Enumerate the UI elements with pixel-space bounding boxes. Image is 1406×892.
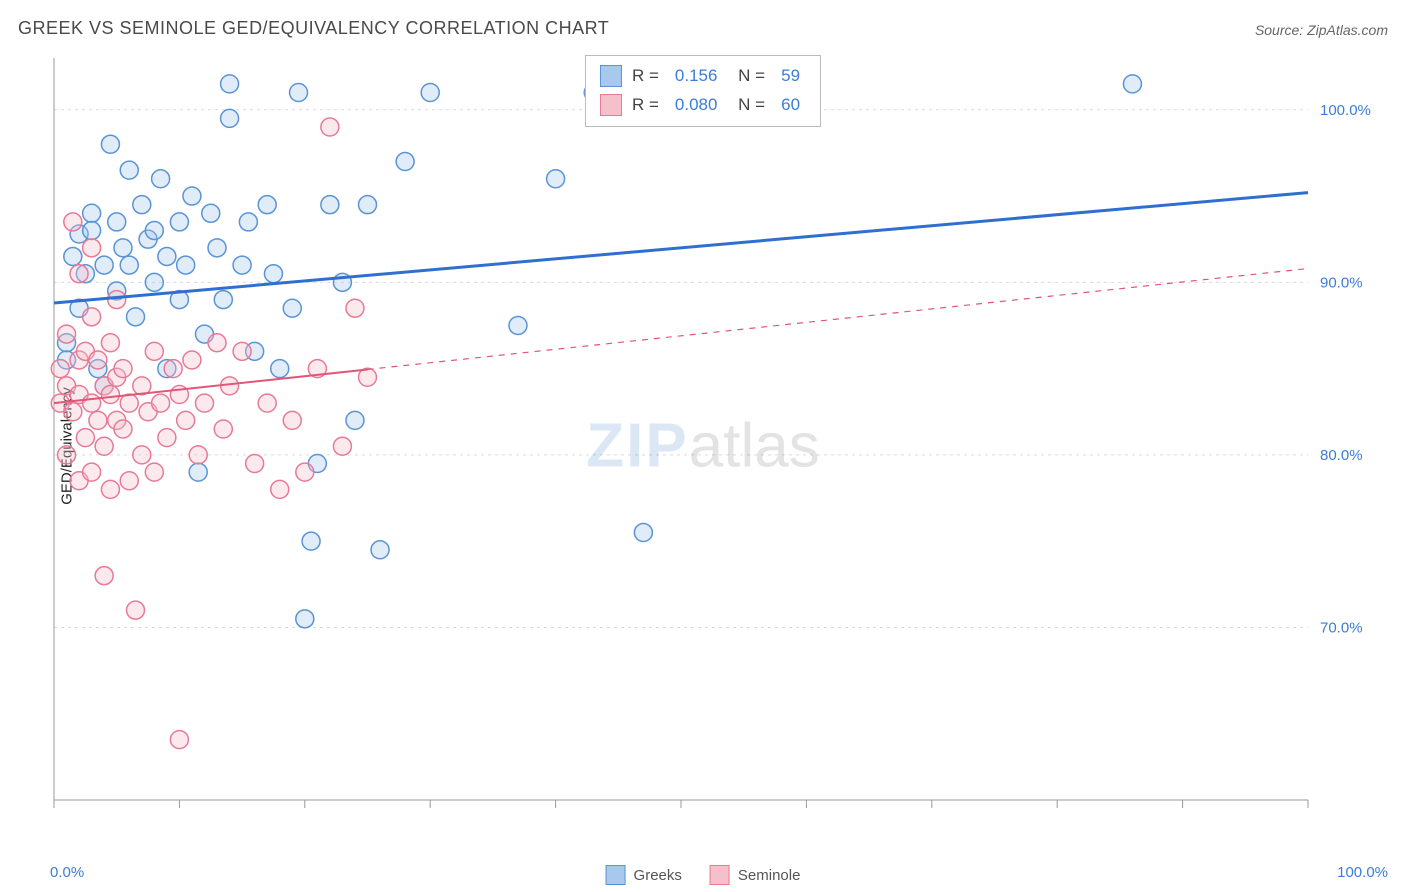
svg-text:80.0%: 80.0% — [1320, 447, 1363, 464]
chart-title: GREEK VS SEMINOLE GED/EQUIVALENCY CORREL… — [18, 18, 609, 39]
x-axis-max-label: 100.0% — [1337, 864, 1388, 881]
legend-R-value: 0.080 — [675, 91, 718, 120]
legend-N-value: 59 — [781, 62, 800, 91]
legend-N-label: N = — [733, 62, 765, 91]
chart-container: GREEK VS SEMINOLE GED/EQUIVALENCY CORREL… — [0, 0, 1406, 892]
legend-R-label: R = — [632, 91, 659, 120]
legend-item-label: Greeks — [634, 867, 682, 884]
legend-swatch-icon — [710, 865, 730, 885]
source-label: Source: ZipAtlas.com — [1255, 22, 1388, 38]
legend-item-greeks: Greeks — [606, 866, 682, 886]
legend-row-seminole: R = 0.080 N = 60 — [600, 91, 806, 120]
legend-item-seminole: Seminole — [710, 866, 801, 886]
series-legend: Greeks Seminole — [606, 866, 801, 886]
legend-swatch-icon — [606, 865, 626, 885]
legend-N-label: N = — [733, 91, 765, 120]
legend-swatch-icon — [600, 94, 622, 116]
legend-row-greeks: R = 0.156 N = 59 — [600, 62, 806, 91]
legend-item-label: Seminole — [738, 867, 801, 884]
legend-swatch-icon — [600, 65, 622, 87]
x-axis-min-label: 0.0% — [50, 864, 84, 881]
svg-text:70.0%: 70.0% — [1320, 619, 1363, 636]
legend-N-value: 60 — [781, 91, 800, 120]
svg-text:90.0%: 90.0% — [1320, 274, 1363, 291]
legend-R-label: R = — [632, 62, 659, 91]
scatter-svg: 70.0% 80.0% 90.0% 100.0% — [50, 50, 1388, 830]
plot-area: 70.0% 80.0% 90.0% 100.0% — [50, 50, 1388, 830]
legend-R-value: 0.156 — [675, 62, 718, 91]
svg-text:100.0%: 100.0% — [1320, 102, 1371, 119]
correlation-legend: R = 0.156 N = 59 R = 0.080 N = 60 — [585, 55, 821, 127]
